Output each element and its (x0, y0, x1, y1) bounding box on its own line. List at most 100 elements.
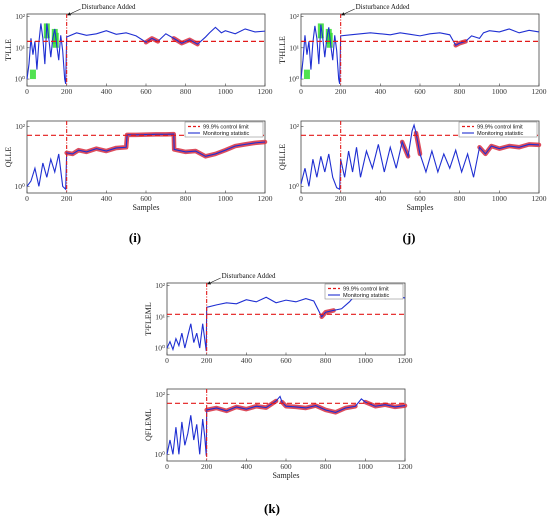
x-tick-label: 0 (25, 194, 29, 203)
y-axis-label: QHLLE (278, 144, 287, 170)
x-axis-label: Samples (272, 471, 299, 480)
legend-entry-monitoring-statistic: Monitoring statistic (343, 293, 390, 299)
y-tick-label: 10⁰ (288, 75, 299, 84)
chart-k-4: 0 200 400 600 800 1000 1200 10⁰ 10¹ 10² T²FLEML Dis… (144, 272, 413, 365)
x-tick-label: 800 (454, 194, 466, 203)
x-tick-label: 800 (180, 87, 192, 96)
x-axis-label: Samples (406, 203, 433, 212)
x-tick-label: 0 (165, 462, 169, 471)
legend-box (458, 121, 538, 138)
x-tick-label: 200 (61, 194, 73, 203)
annotation-disturbance-added: Disturbance Added (356, 3, 410, 11)
y-tick-label: 10² (155, 390, 166, 399)
legend-entry-control-limit: 99.9% control limit (477, 125, 523, 131)
x-tick-label: 600 (280, 462, 292, 471)
fault-marker-band (64, 131, 268, 159)
x-tick-label: 400 (241, 356, 253, 365)
x-tick-label: 800 (320, 356, 332, 365)
annotation-disturbance-added: Disturbance Added (222, 272, 276, 280)
x-tick-label: 400 (241, 462, 253, 471)
y-axis-label: T²FLEML (144, 302, 153, 336)
panel-label-k: (k) (264, 501, 280, 516)
x-tick-label: 0 (299, 87, 303, 96)
x-tick-label: 1200 (532, 87, 547, 96)
monitoring-statistic-line (300, 24, 540, 85)
monitoring-statistic-line (300, 123, 540, 191)
x-tick-label: 600 (140, 194, 152, 203)
chart-i-0: 0 200 400 600 800 1000 1200 10⁰ 10¹ 10² T²LLE Distu… (4, 3, 273, 96)
x-tick-label: 200 (61, 87, 73, 96)
y-tick-label: 10¹ (289, 43, 299, 52)
x-tick-label: 0 (299, 194, 303, 203)
x-tick-label: 0 (25, 87, 29, 96)
x-tick-label: 800 (454, 87, 466, 96)
x-tick-label: 1000 (358, 462, 373, 471)
monitoring-statistic-line (166, 293, 406, 352)
y-tick-label: 10² (15, 12, 26, 21)
y-tick-label: 10¹ (15, 43, 25, 52)
x-tick-label: 600 (414, 194, 426, 203)
x-tick-label: 400 (375, 87, 387, 96)
x-tick-label: 1200 (258, 194, 273, 203)
legend-box (184, 121, 264, 138)
annotation-arrow (67, 8, 81, 16)
y-tick-label: 10⁰ (14, 75, 25, 84)
annotation-arrow (341, 8, 355, 16)
panel-labels: (i) (j) (k) (129, 230, 416, 516)
x-tick-label: 400 (101, 194, 113, 203)
x-axis-label: Samples (132, 203, 159, 212)
y-tick-label: 10² (155, 281, 166, 290)
x-tick-label: 600 (414, 87, 426, 96)
x-tick-label: 1000 (492, 194, 507, 203)
x-tick-label: 1000 (218, 194, 233, 203)
x-tick-label: 400 (375, 194, 387, 203)
y-tick-label: 10⁰ (154, 344, 165, 353)
x-tick-label: 600 (140, 87, 152, 96)
legend-entry-control-limit: 99.9% control limit (203, 125, 249, 131)
chart-j-3: 0 200 400 600 800 1000 1200 10⁰ 10² QHLLE Samples 9… (278, 120, 547, 212)
highlight-marker (303, 69, 310, 80)
y-axis-label: T²LLE (4, 39, 13, 61)
x-tick-label: 1000 (218, 87, 233, 96)
x-tick-label: 600 (280, 356, 292, 365)
annotation-disturbance-added: Disturbance Added (82, 3, 136, 11)
y-tick-label: 10² (289, 122, 300, 131)
legend-box (324, 283, 404, 300)
x-tick-label: 1000 (358, 356, 373, 365)
chart-k-5: 0 200 400 600 800 1000 1200 10⁰ 10² QFLEML Samples (144, 388, 413, 480)
x-tick-label: 1200 (398, 356, 413, 365)
x-tick-label: 400 (101, 87, 113, 96)
x-tick-label: 1200 (398, 462, 413, 471)
y-tick-label: 10² (289, 12, 300, 21)
x-tick-label: 200 (335, 194, 347, 203)
fault-marker-band (204, 398, 279, 414)
monitoring-statistic-line (166, 395, 406, 456)
y-tick-label: 10² (15, 122, 26, 131)
y-axis-label: T²HLLE (278, 36, 287, 64)
y-axis-label: QLLE (4, 147, 13, 168)
legend-entry-monitoring-statistic: Monitoring statistic (477, 131, 524, 137)
x-tick-label: 200 (201, 356, 213, 365)
y-axis-label: QFLEML (144, 409, 153, 441)
annotation-arrow (207, 277, 221, 285)
y-tick-label: 10⁰ (288, 182, 299, 191)
x-tick-label: 0 (165, 356, 169, 365)
x-tick-label: 800 (180, 194, 192, 203)
x-tick-label: 200 (201, 462, 213, 471)
legend-entry-monitoring-statistic: Monitoring statistic (203, 131, 250, 137)
highlight-marker (29, 69, 36, 80)
x-tick-label: 800 (320, 462, 332, 471)
y-tick-label: 10⁰ (154, 450, 165, 459)
panel-label-j: (j) (403, 230, 416, 245)
panel-label-i: (i) (129, 230, 141, 245)
x-tick-label: 1200 (532, 194, 547, 203)
x-tick-label: 200 (335, 87, 347, 96)
y-tick-label: 10¹ (155, 312, 165, 321)
x-tick-label: 1200 (258, 87, 273, 96)
y-tick-label: 10⁰ (14, 182, 25, 191)
x-tick-label: 1000 (492, 87, 507, 96)
plot-panels: 0 200 400 600 800 1000 1200 10⁰ 10¹ 10² T²LLE Distu… (4, 3, 547, 480)
monitoring-statistic-line (26, 133, 266, 191)
chart-j-2: 0 200 400 600 800 1000 1200 10⁰ 10¹ 10² T²HLLE Dist… (278, 3, 547, 96)
